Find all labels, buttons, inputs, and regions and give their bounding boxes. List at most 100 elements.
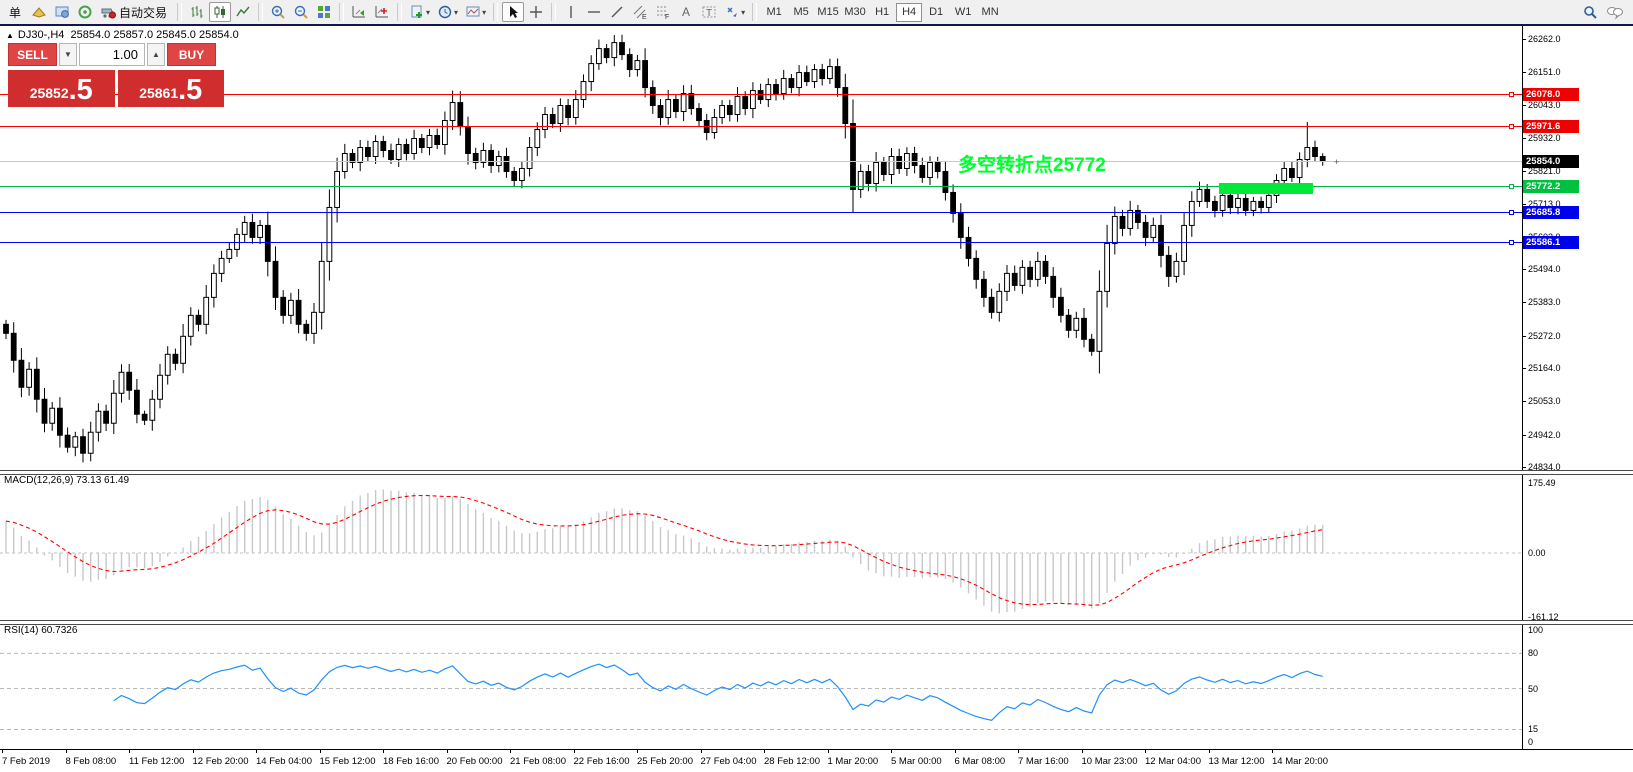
auto-scroll-icon bbox=[351, 4, 367, 20]
time-tick-mark bbox=[256, 750, 257, 753]
data-window-button[interactable] bbox=[74, 2, 96, 22]
toolbar-separator bbox=[339, 3, 345, 21]
cursor-icon bbox=[505, 4, 521, 20]
text-tool-button[interactable]: A bbox=[675, 2, 697, 22]
time-axis-label: 1 Mar 20:00 bbox=[827, 756, 879, 767]
level-line[interactable] bbox=[0, 161, 1522, 162]
one-click-trading-panel: SELL ▼ 1.00 ▲ BUY 25852 .5 25861 .5 bbox=[8, 43, 224, 107]
price-level-badge: 25772.2 bbox=[1523, 180, 1579, 193]
time-axis-label: 28 Feb 12:00 bbox=[764, 756, 820, 767]
timeframe-m30[interactable]: M30 bbox=[844, 6, 866, 18]
line-chart-mode-button[interactable] bbox=[232, 2, 254, 22]
level-line-handle[interactable] bbox=[1509, 210, 1514, 215]
volume-input[interactable]: 1.00 bbox=[79, 43, 145, 66]
auto-scroll-button[interactable] bbox=[348, 2, 370, 22]
equidistant-channel-icon: E bbox=[632, 4, 648, 20]
arrows-tool-button[interactable]: ▾ bbox=[721, 2, 748, 22]
price-level-badge: 25971.6 bbox=[1523, 120, 1579, 133]
level-line[interactable] bbox=[0, 126, 1522, 127]
sell-price-box[interactable]: 25852 .5 bbox=[8, 70, 115, 107]
fibonacci-tool-button[interactable]: F bbox=[652, 2, 674, 22]
periods-button[interactable]: ▾ bbox=[434, 2, 461, 22]
time-axis-label: 8 Feb 08:00 bbox=[65, 756, 117, 767]
time-axis[interactable]: 7 Feb 2019 8 Feb 08:00 11 Feb 12:00 12 Feb … bbox=[0, 749, 1633, 772]
autotrading-button[interactable]: 自动交易 bbox=[97, 2, 173, 22]
trendline-tool-button[interactable] bbox=[606, 2, 628, 22]
new-order-button[interactable]: 单 bbox=[3, 2, 27, 22]
channel-tool-button[interactable]: E bbox=[629, 2, 651, 22]
chart-shift-button[interactable] bbox=[371, 2, 393, 22]
timeframe-mn[interactable]: MN bbox=[981, 6, 999, 18]
level-line-handle[interactable] bbox=[1509, 124, 1514, 129]
zoom-out-button[interactable] bbox=[290, 2, 312, 22]
chart-window[interactable]: ▲ DJ30-,H4 25854.0 25857.0 25845.0 25854.… bbox=[0, 26, 1633, 772]
price-tick-mark bbox=[1522, 171, 1526, 172]
timeframe-d1[interactable]: D1 bbox=[929, 6, 944, 18]
time-axis-label: 25 Feb 20:00 bbox=[637, 756, 693, 767]
volume-increase-button[interactable]: ▲ bbox=[147, 43, 165, 66]
arrows-icon bbox=[724, 4, 740, 20]
level-line[interactable] bbox=[0, 94, 1522, 95]
market-watch-button[interactable] bbox=[28, 2, 50, 22]
timeframe-h4[interactable]: H4 bbox=[896, 2, 923, 22]
navigator-button[interactable] bbox=[51, 2, 73, 22]
level-line[interactable] bbox=[0, 212, 1522, 213]
chart-annotation-text[interactable]: 多空转折点25772 bbox=[958, 155, 1106, 176]
tile-windows-button[interactable] bbox=[313, 2, 335, 22]
volume-decrease-button[interactable]: ▼ bbox=[59, 43, 77, 66]
time-tick-mark bbox=[1081, 750, 1083, 753]
candlestick-mode-button[interactable] bbox=[209, 2, 232, 22]
price-tick-label: 24942.0 bbox=[1528, 430, 1561, 440]
macd-axis-tick: 175.49 bbox=[1528, 478, 1556, 488]
text-label-tool-button[interactable]: T bbox=[698, 2, 720, 22]
level-line-handle[interactable] bbox=[1509, 184, 1514, 189]
time-axis-label: 21 Feb 08:00 bbox=[510, 756, 566, 767]
time-axis-label: 14 Feb 04:00 bbox=[256, 756, 312, 767]
chart-shift-icon bbox=[374, 4, 390, 20]
zoom-in-button[interactable] bbox=[267, 2, 289, 22]
vertical-line-tool-button[interactable] bbox=[560, 2, 582, 22]
autotrading-icon bbox=[100, 4, 117, 20]
new-chart-button[interactable]: ▾ bbox=[406, 2, 433, 22]
price-tick-mark bbox=[1522, 368, 1526, 369]
chat-icon[interactable] bbox=[1606, 4, 1624, 20]
price-tick-mark bbox=[1522, 39, 1526, 40]
autotrading-label: 自动交易 bbox=[119, 5, 168, 20]
timeframe-bar: M1 M5 M15 M30 H1 H4 D1 W1 MN bbox=[761, 2, 1003, 22]
collapse-icon[interactable]: ▲ bbox=[6, 31, 14, 40]
dropdown-arrow-icon: ▾ bbox=[426, 7, 431, 17]
time-tick-mark bbox=[827, 750, 829, 753]
panel-splitter[interactable] bbox=[0, 470, 1633, 475]
crosshair-tool-button[interactable] bbox=[525, 2, 547, 22]
text-label-icon: T bbox=[701, 4, 717, 20]
timeframe-m1[interactable]: M1 bbox=[766, 6, 782, 18]
timeframe-m15[interactable]: M15 bbox=[817, 6, 839, 18]
chart-plot-area[interactable] bbox=[0, 26, 1633, 772]
templates-button[interactable]: ▾ bbox=[462, 2, 489, 22]
level-line-handle[interactable] bbox=[1509, 240, 1514, 245]
rectangle-object[interactable] bbox=[1219, 183, 1313, 194]
buy-price-pips: .5 bbox=[178, 74, 203, 106]
timeframe-m5[interactable]: M5 bbox=[793, 6, 809, 18]
buy-price-box[interactable]: 25861 .5 bbox=[117, 70, 224, 107]
timeframe-w1[interactable]: W1 bbox=[954, 6, 972, 18]
cursor-tool-button[interactable] bbox=[502, 2, 525, 22]
price-tick-label: 25053.0 bbox=[1528, 396, 1561, 406]
panel-splitter[interactable] bbox=[0, 620, 1633, 625]
level-line[interactable] bbox=[0, 186, 1522, 187]
price-level-badge: 26078.0 bbox=[1523, 88, 1579, 101]
level-line[interactable] bbox=[0, 242, 1522, 243]
candlestick-icon bbox=[212, 4, 228, 20]
buy-button[interactable]: BUY bbox=[167, 43, 216, 66]
sell-button[interactable]: SELL bbox=[8, 43, 57, 66]
timeframe-h1[interactable]: H1 bbox=[875, 6, 890, 18]
search-icon[interactable] bbox=[1582, 4, 1598, 20]
time-tick-mark bbox=[764, 750, 765, 753]
bar-chart-mode-button[interactable] bbox=[186, 2, 208, 22]
navigator-icon bbox=[54, 4, 70, 20]
level-line-handle[interactable] bbox=[1509, 92, 1514, 97]
time-tick-mark bbox=[510, 750, 511, 753]
symbol-period-label: DJ30-,H4 bbox=[17, 29, 65, 41]
template-icon bbox=[465, 4, 481, 20]
horizontal-line-tool-button[interactable] bbox=[583, 2, 605, 22]
